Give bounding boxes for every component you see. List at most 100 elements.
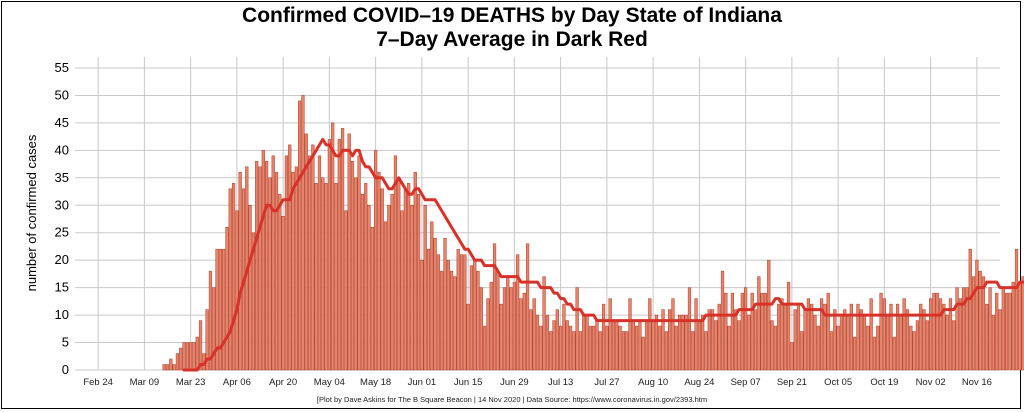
daily-bar (463, 254, 467, 371)
daily-bar (321, 177, 325, 371)
daily-bar (849, 303, 853, 371)
daily-bar (397, 177, 401, 371)
daily-bar (499, 303, 503, 371)
daily-bar (552, 320, 556, 371)
daily-bar (829, 331, 834, 371)
daily-bar (965, 287, 969, 371)
daily-bar (654, 314, 659, 371)
daily-bar (998, 309, 1002, 371)
daily-bar (958, 298, 962, 371)
daily-bar (516, 254, 520, 371)
daily-bar (562, 303, 566, 371)
daily-bar (225, 226, 229, 371)
y-tick-label: 35 (55, 170, 69, 185)
y-tick-label: 40 (55, 142, 69, 157)
daily-bar (529, 309, 533, 371)
daily-bar (697, 320, 701, 371)
daily-bar (1018, 281, 1022, 371)
x-tick-label: Sep 21 (777, 377, 807, 388)
daily-bar (525, 243, 530, 371)
daily-bar (658, 325, 662, 371)
daily-bar (304, 133, 308, 371)
daily-bar (598, 331, 602, 371)
daily-bar (502, 287, 507, 371)
daily-bar (744, 287, 748, 371)
daily-bar (582, 314, 586, 371)
daily-bar (717, 303, 721, 371)
daily-bar (747, 314, 751, 371)
daily-bar (889, 303, 893, 371)
daily-bar (839, 314, 844, 371)
y-tick-label: 20 (55, 252, 69, 267)
daily-bar (995, 292, 999, 371)
daily-bar (952, 320, 956, 371)
daily-bar (446, 259, 450, 371)
daily-bar (770, 320, 774, 371)
daily-bar (862, 314, 867, 371)
daily-bar (291, 172, 295, 371)
daily-bar (1001, 287, 1005, 371)
daily-bar (796, 303, 801, 371)
daily-bar (347, 133, 351, 371)
x-tick-label: Jul 13 (548, 377, 573, 388)
daily-bar (677, 314, 682, 371)
daily-bar (549, 331, 553, 371)
daily-bar (810, 303, 814, 371)
x-tick-label: Nov 02 (916, 377, 946, 388)
daily-bar (212, 287, 216, 371)
daily-bar (691, 331, 695, 371)
x-tick-label: Oct 05 (824, 377, 852, 388)
daily-bar (354, 177, 358, 371)
daily-bar (644, 320, 649, 371)
daily-bar (720, 270, 725, 371)
daily-bar (162, 364, 166, 371)
x-tick-label: Jul 27 (594, 377, 619, 388)
daily-bar (185, 342, 189, 371)
daily-bar (638, 320, 642, 371)
daily-bar (899, 314, 903, 371)
daily-bar (192, 342, 196, 371)
y-tick-label: 30 (55, 197, 69, 212)
daily-bar (806, 298, 810, 371)
daily-bar (836, 325, 840, 371)
seven-day-average (182, 137, 1024, 372)
daily-bar (674, 325, 678, 371)
x-tick-label: May 04 (314, 377, 345, 388)
daily-bar (740, 292, 744, 371)
x-tick-label: Feb 24 (83, 377, 113, 388)
daily-bar (453, 276, 457, 371)
daily-bar (426, 248, 431, 371)
daily-bar (271, 155, 275, 371)
daily-bar (800, 331, 804, 371)
y-tick-label: 0 (62, 362, 69, 377)
daily-bar (486, 298, 490, 371)
daily-bar (519, 298, 523, 371)
daily-bar (559, 325, 563, 371)
daily-bar (813, 314, 817, 371)
daily-bar (1014, 248, 1019, 371)
daily-bar (370, 226, 374, 371)
daily-bar (585, 314, 589, 371)
daily-bar (205, 309, 209, 371)
daily-bar (737, 320, 741, 371)
daily-bar (843, 309, 847, 371)
daily-bar (416, 194, 421, 371)
daily-bar (866, 325, 870, 371)
daily-bar (869, 298, 873, 371)
daily-bar (390, 194, 394, 371)
daily-bar (786, 281, 791, 371)
daily-bar (945, 314, 949, 371)
daily-bar (909, 325, 913, 371)
daily-bar (1008, 292, 1012, 371)
daily-bar (278, 194, 282, 371)
daily-bar (879, 292, 883, 371)
daily-bar (767, 259, 771, 371)
daily-bar (410, 205, 414, 371)
daily-bar (469, 265, 474, 371)
daily-bar (215, 248, 219, 371)
daily-bar (681, 314, 685, 371)
daily-bar (919, 303, 923, 371)
x-tick-label: Jun 01 (408, 377, 437, 388)
daily-bar (522, 292, 526, 371)
x-tick-label: May 18 (360, 377, 391, 388)
